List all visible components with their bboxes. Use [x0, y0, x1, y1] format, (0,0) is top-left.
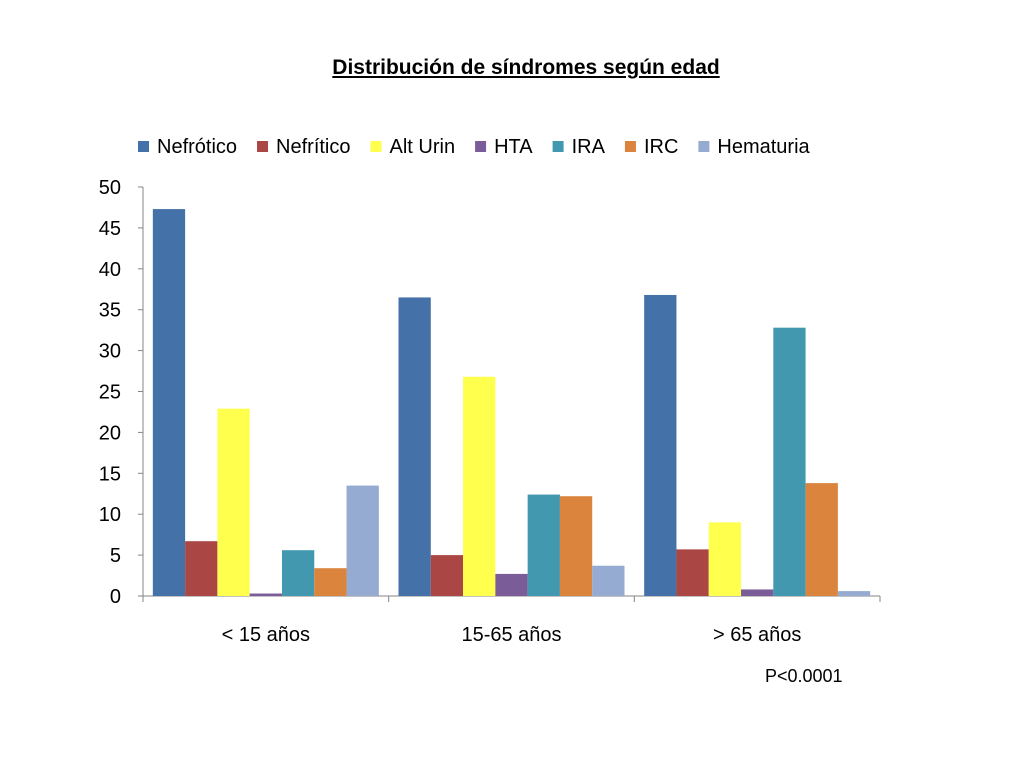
- bar: [314, 568, 347, 596]
- bar: [708, 522, 742, 596]
- bar: [346, 485, 379, 596]
- legend: Nefrótico Nefrítico Alt Urin HTA IRA IRC Hemat…: [138, 136, 811, 158]
- bar: [837, 591, 871, 596]
- y-tick-label: 30: [99, 341, 121, 363]
- bar: [398, 297, 431, 596]
- y-tick-label: 0: [110, 586, 121, 608]
- bar: [185, 541, 218, 596]
- y-tick-label: 5: [110, 545, 121, 567]
- y-axis: 0 5 10 15 20 25 30 35 40 45 50: [99, 177, 144, 608]
- legend-label: Nefrótico: [157, 136, 237, 158]
- legend-label: IRA: [572, 136, 606, 158]
- bar: [592, 565, 625, 596]
- bar: [527, 494, 560, 596]
- bar: [217, 408, 250, 596]
- x-tick-label: < 15 años: [222, 624, 310, 646]
- bar: [559, 496, 593, 596]
- bar: [805, 483, 838, 596]
- bar: [644, 294, 677, 596]
- chart-title: Distribución de síndromes según edad: [332, 56, 720, 79]
- y-tick-label: 40: [99, 259, 121, 281]
- legend-swatch: [698, 141, 710, 152]
- y-tick-label: 35: [99, 300, 121, 322]
- legend-label: Nefrítico: [276, 136, 350, 158]
- legend-swatch: [257, 141, 269, 152]
- legend-swatch: [138, 141, 149, 152]
- bar: [741, 589, 774, 596]
- legend-label: Alt Urin: [390, 136, 456, 158]
- legend-label: HTA: [494, 136, 533, 158]
- legend-label: Hematuria: [717, 136, 810, 158]
- legend-swatch: [624, 141, 636, 152]
- x-tick-label: > 65 años: [713, 624, 801, 646]
- y-tick-label: 10: [99, 504, 121, 526]
- legend-swatch: [370, 141, 382, 152]
- bar: [249, 593, 282, 596]
- legend-swatch: [475, 141, 487, 152]
- bar: [152, 209, 186, 596]
- y-tick-label: 45: [99, 218, 121, 240]
- bar: [430, 555, 464, 596]
- bar: [495, 573, 528, 596]
- legend-label: IRC: [644, 136, 678, 158]
- p-value-annotation: P<0.0001: [765, 666, 843, 686]
- bar: [676, 549, 709, 596]
- bar: [281, 550, 315, 596]
- bar: [773, 327, 806, 596]
- bars: [152, 209, 871, 596]
- x-axis: < 15 años 15-65 años > 65 años: [142, 595, 881, 646]
- x-tick-label: 15-65 años: [461, 624, 561, 646]
- bar: [463, 376, 496, 596]
- y-tick-label: 15: [99, 463, 121, 485]
- y-tick-label: 50: [99, 177, 121, 199]
- legend-swatch: [552, 141, 564, 152]
- y-tick-label: 20: [99, 422, 121, 444]
- y-tick-label: 25: [99, 382, 121, 404]
